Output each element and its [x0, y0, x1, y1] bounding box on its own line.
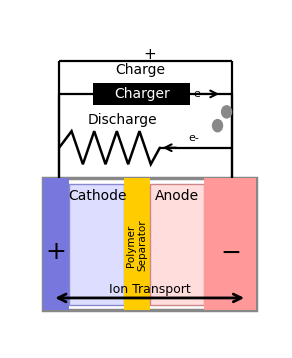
Text: Discharge: Discharge [88, 113, 157, 127]
Text: +: + [143, 47, 156, 62]
Bar [150, 184, 204, 305]
Text: −: − [221, 241, 241, 265]
Circle shape [213, 120, 223, 132]
Bar [43, 178, 69, 310]
Text: +: + [45, 241, 66, 265]
Bar [69, 184, 124, 305]
Text: e-: e- [194, 89, 205, 99]
Bar [43, 178, 256, 310]
Bar [124, 178, 150, 310]
Text: Charge: Charge [116, 63, 166, 77]
Text: Polymer
Separator: Polymer Separator [126, 220, 147, 271]
Text: e-: e- [188, 133, 199, 143]
Text: Ion Transport: Ion Transport [109, 283, 190, 296]
Text: Cathode: Cathode [68, 189, 127, 203]
Text: Anode: Anode [155, 189, 199, 203]
Bar [93, 83, 190, 105]
Text: Charger: Charger [114, 87, 170, 101]
Circle shape [222, 106, 232, 118]
Bar [204, 178, 256, 310]
